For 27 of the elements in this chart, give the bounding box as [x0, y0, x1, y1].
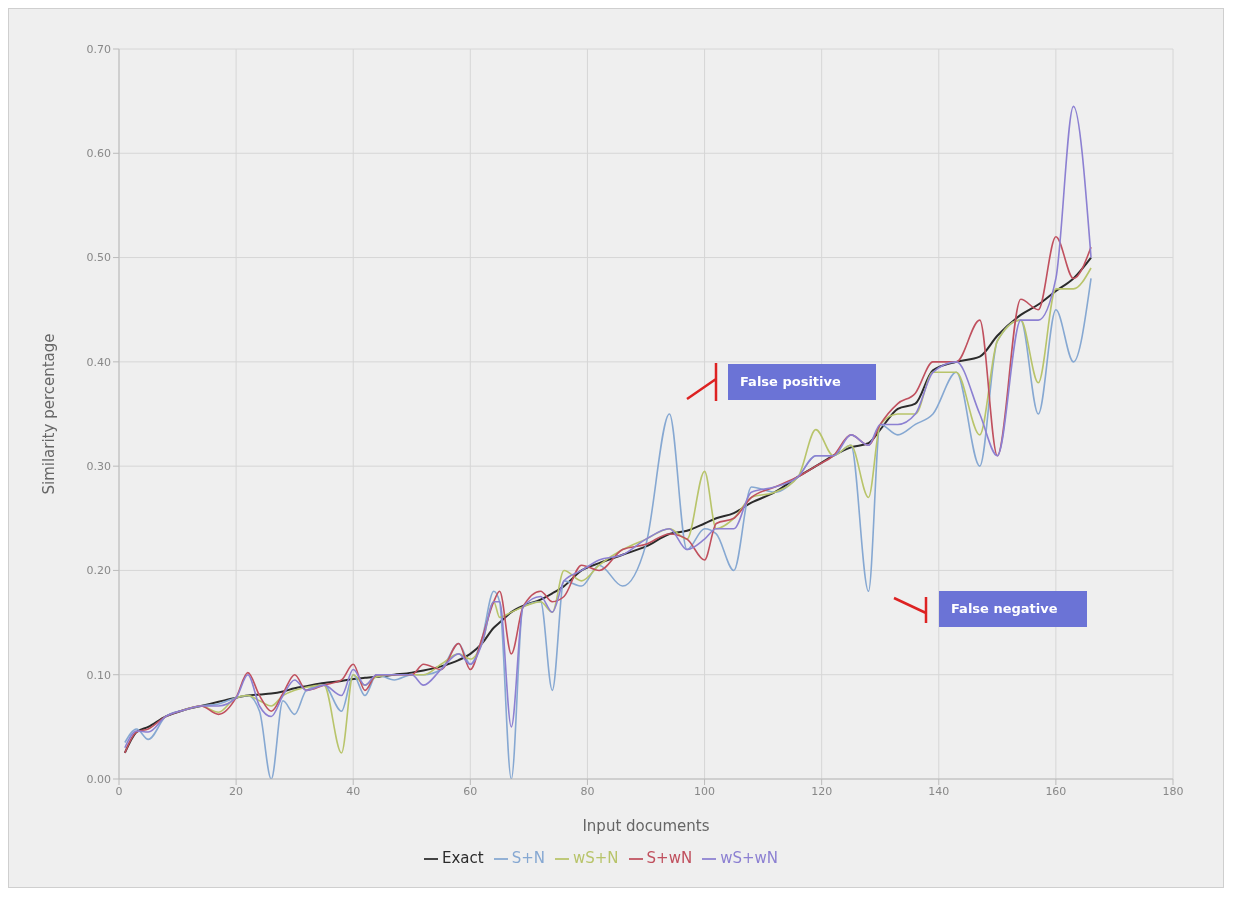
x-tick-label: 140 [928, 784, 950, 798]
legend-label: S+N [511, 849, 545, 867]
legend-label: Exact [441, 849, 484, 867]
x-axis-title: Input documents [582, 817, 710, 835]
y-tick-label: 0.10 [86, 668, 111, 682]
x-tick-label: 100 [694, 784, 716, 798]
y-tick-label: 0.20 [86, 564, 111, 578]
legend-label: wS+wN [720, 849, 779, 867]
y-tick-label: 0.40 [86, 355, 111, 369]
x-tick-label: 0 [115, 784, 123, 798]
legend-label: wS+N [572, 849, 619, 867]
y-tick-label: 0.00 [86, 772, 111, 786]
x-tick-label: 180 [1162, 784, 1184, 798]
y-tick-label: 0.50 [86, 251, 111, 265]
x-tick-label: 80 [580, 784, 595, 798]
x-tick-label: 40 [346, 784, 361, 798]
annotation: False negative [951, 601, 1058, 616]
y-tick-label: 0.30 [86, 460, 111, 474]
x-tick-label: 120 [811, 784, 833, 798]
y-tick-label: 0.70 [86, 42, 111, 56]
y-axis-title: Similarity percentage [40, 333, 59, 495]
x-tick-label: 20 [229, 784, 244, 798]
x-tick-label: 160 [1045, 784, 1067, 798]
annotation: False positive [740, 374, 841, 389]
legend-label: S+wN [646, 849, 693, 867]
y-tick-label: 0.60 [86, 147, 111, 161]
x-tick-label: 60 [463, 784, 478, 798]
